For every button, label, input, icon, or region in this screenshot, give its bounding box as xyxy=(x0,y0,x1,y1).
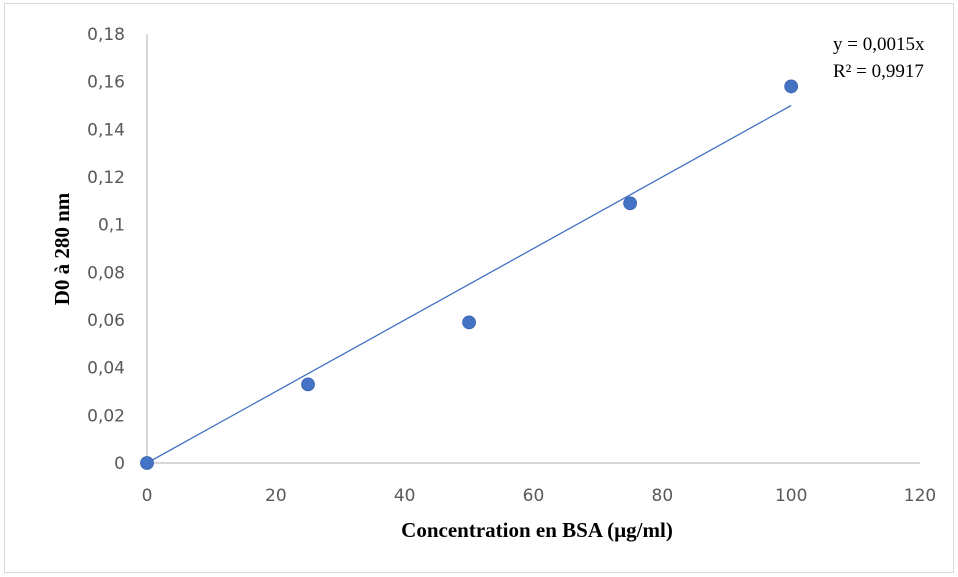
trendline-r-squared: R² = 0,9917 xyxy=(833,61,924,82)
x-tick-labels: 0 20 40 60 80 100 120 xyxy=(142,486,937,506)
x-tick-label: 80 xyxy=(652,486,674,506)
data-point xyxy=(462,315,476,330)
x-tick-label: 20 xyxy=(265,486,287,506)
data-points xyxy=(140,79,799,470)
x-tick-label: 40 xyxy=(394,486,416,506)
data-point xyxy=(301,377,315,392)
y-tick-label: 0,16 xyxy=(87,73,125,93)
x-tick-label: 100 xyxy=(775,486,807,506)
trendline-group xyxy=(146,104,792,464)
axes xyxy=(146,34,920,464)
data-point xyxy=(140,456,154,470)
y-tick-label: 0,08 xyxy=(87,263,125,283)
x-axis-title: Concentration en BSA (µg/ml) xyxy=(401,518,673,542)
y-tick-label: 0,12 xyxy=(87,168,125,188)
y-tick-label: 0,14 xyxy=(87,120,125,140)
data-point xyxy=(784,79,799,94)
y-tick-label: 0,1 xyxy=(98,216,125,236)
x-tick-label: 0 xyxy=(142,486,153,506)
y-tick-label: 0,18 xyxy=(87,25,125,45)
x-tick-label: 120 xyxy=(904,486,936,506)
trendline xyxy=(146,104,792,464)
y-tick-label: 0,02 xyxy=(87,406,125,426)
y-tick-label: 0,04 xyxy=(87,359,125,379)
x-tick-label: 60 xyxy=(523,486,545,506)
chart-area xyxy=(4,3,954,573)
data-point xyxy=(623,196,638,211)
y-tick-label: 0 xyxy=(114,454,125,474)
trendline-equation: y = 0,0015x xyxy=(833,34,925,55)
y-tick-labels: 0 0,02 0,04 0,06 0,08 0,1 0,12 0,14 0,16 0,18 xyxy=(87,25,125,474)
y-tick-label: 0,06 xyxy=(87,311,125,331)
y-axis-title: D0 à 280 nm xyxy=(50,192,74,305)
